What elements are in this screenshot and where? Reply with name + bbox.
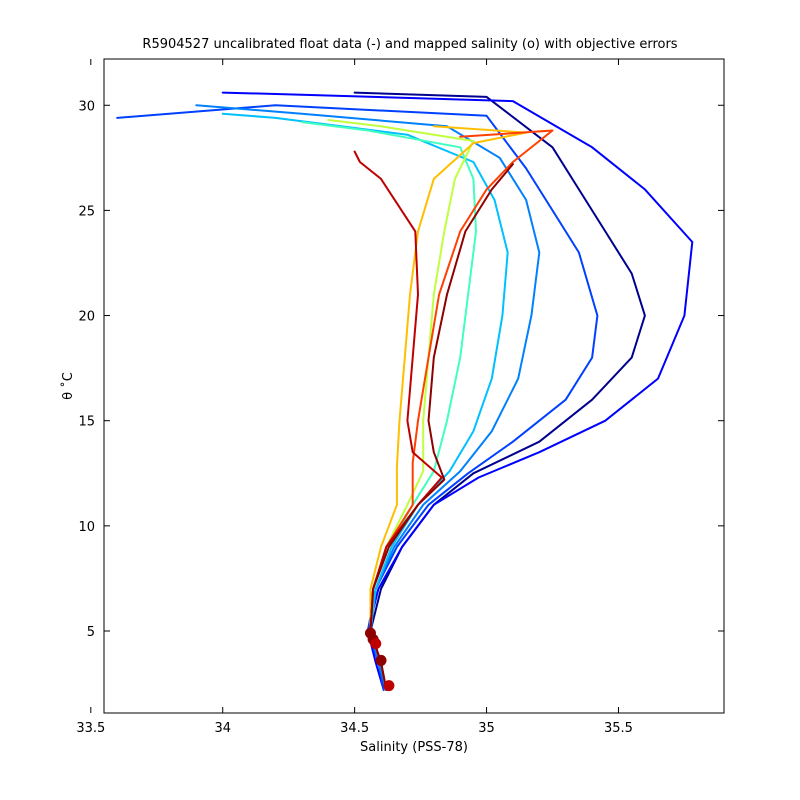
y-tick-label: 15 <box>78 415 95 430</box>
y-tick-label: 5 <box>87 625 95 640</box>
x-tick-label: 34.5 <box>340 721 369 736</box>
y-tick-label: 30 <box>78 99 95 114</box>
profile-line-4 <box>195 104 541 691</box>
y-tick-label: 25 <box>78 204 95 219</box>
x-axis: 33.5 34 34.5 35 35.5 <box>76 59 633 736</box>
profile-line-1 <box>353 91 646 691</box>
profile-line-11 <box>369 163 514 691</box>
series-layer <box>116 91 694 691</box>
x-tick-label: 35 <box>478 721 495 736</box>
chart-title: R5904527 uncalibrated float data (-) and… <box>142 37 677 52</box>
profile-line-9 <box>369 129 554 691</box>
mapped-salinity-point <box>383 680 395 692</box>
y-tick-label: 20 <box>78 310 95 325</box>
mapped-points-layer <box>364 627 395 692</box>
mapped-salinity-point <box>370 638 382 650</box>
x-tick-label: 35.5 <box>604 721 633 736</box>
plot-area <box>103 58 725 714</box>
profile-line-5 <box>221 112 509 691</box>
x-tick-label: 34 <box>214 721 231 736</box>
plot-frame <box>103 58 725 714</box>
profile-line-3 <box>116 104 599 691</box>
profile-line-2 <box>221 91 694 691</box>
y-axis-label: θ ˚C <box>60 372 76 400</box>
y-axis: 5 10 15 20 25 30 <box>78 99 724 640</box>
x-axis-label: Salinity (PSS-78) <box>360 740 468 755</box>
mapped-salinity-point <box>375 654 387 666</box>
y-tick-label: 10 <box>78 520 95 535</box>
x-tick-label: 33.5 <box>76 721 105 736</box>
